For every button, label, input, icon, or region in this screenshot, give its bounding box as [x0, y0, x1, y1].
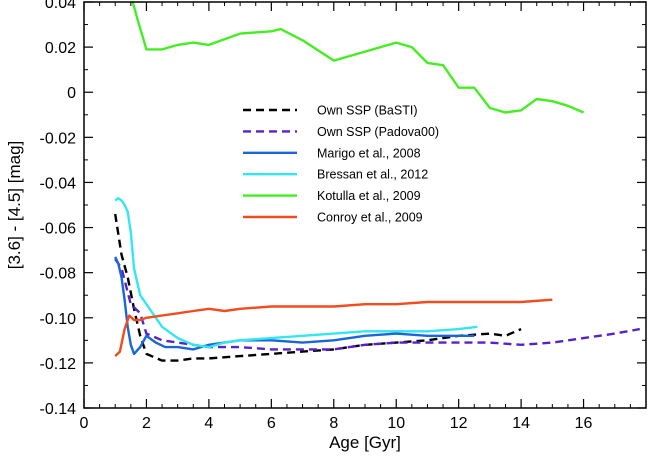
y-tick-label: -0.08 — [40, 266, 77, 283]
legend-label: Kotulla et al., 2009 — [317, 189, 421, 203]
series-line-1 — [114, 258, 641, 351]
y-tick-label: -0.14 — [40, 401, 77, 418]
x-tick-label: 14 — [512, 415, 530, 432]
legend-label: Bressan et al., 2012 — [317, 168, 428, 182]
legend-label: Own SSP (Padova00) — [317, 125, 439, 139]
series-line-5 — [114, 298, 553, 357]
y-tick-label: -0.12 — [40, 356, 77, 373]
series-line-3 — [114, 196, 478, 349]
y-axis-label: [3.6] - [4.5] [mag] — [5, 141, 24, 270]
x-tick-label: 0 — [80, 415, 89, 432]
x-tick-label: 8 — [329, 415, 338, 432]
x-tick-label: 10 — [387, 415, 405, 432]
series-line-0 — [114, 213, 522, 362]
legend-label: Conroy et al., 2009 — [317, 211, 423, 225]
x-tick-label: 16 — [575, 415, 593, 432]
y-tick-label: -0.06 — [40, 221, 77, 238]
x-tick-label: 2 — [142, 415, 151, 432]
y-tick-label: 0.02 — [45, 40, 76, 57]
x-axis-label: Age [Gyr] — [329, 433, 401, 452]
series-line-2 — [114, 256, 475, 356]
x-tick-label: 12 — [450, 415, 468, 432]
x-tick-label: 4 — [204, 415, 213, 432]
series-line-4 — [131, 2, 585, 114]
series-lines — [114, 2, 641, 362]
legend-label: Own SSP (BaSTI) — [317, 104, 418, 118]
y-tick-label: -0.04 — [40, 175, 77, 192]
y-tick-label: -0.10 — [40, 311, 77, 328]
legend: Own SSP (BaSTI) Own SSP (Padova00) Marigo … — [243, 104, 439, 225]
y-tick-label: 0 — [67, 85, 76, 102]
y-tick-label: -0.02 — [40, 130, 77, 147]
tick-labels: 0 2 4 6 8 10 12 14 16 -0.14 -0.12 -0.10 -0.08 -0.06 -0… — [40, 0, 593, 432]
x-tick-label: 6 — [267, 415, 276, 432]
plot-frame — [83, 1, 647, 409]
y-tick-label: 0.04 — [45, 0, 76, 12]
legend-label: Marigo et al., 2008 — [317, 146, 421, 160]
